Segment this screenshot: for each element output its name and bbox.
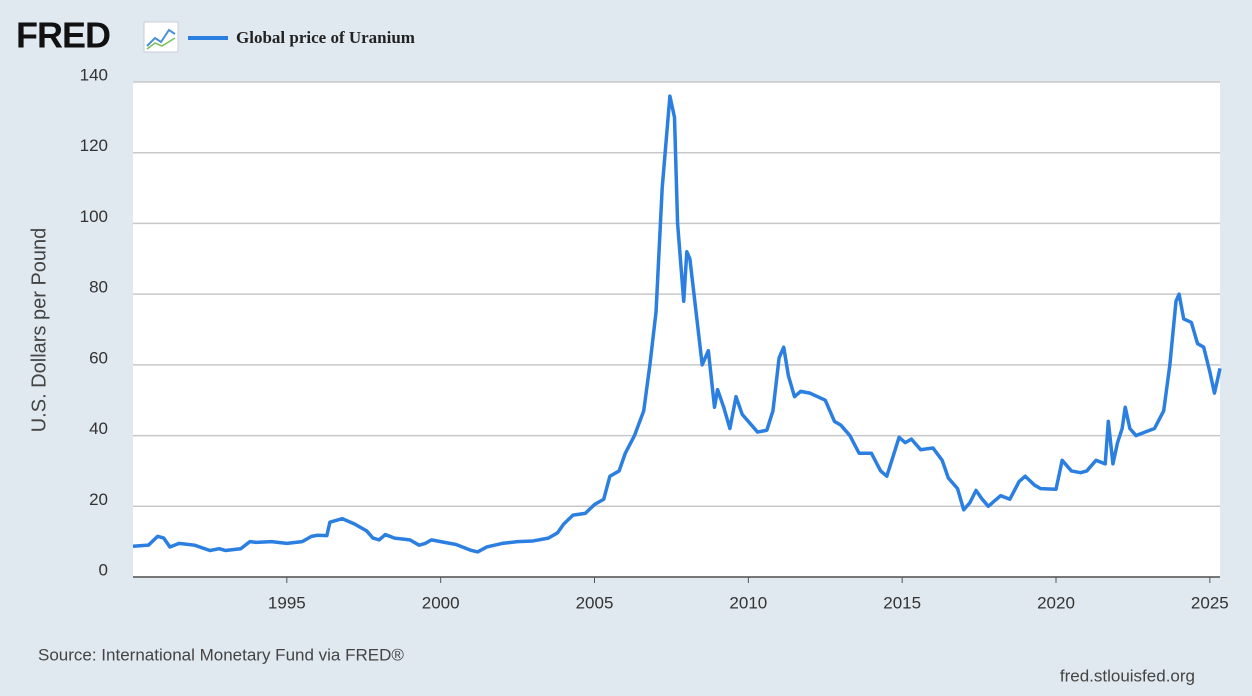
y-tick-label: 20 — [89, 490, 108, 509]
y-tick-label: 100 — [80, 207, 108, 226]
y-axis-label: U.S. Dollars per Pound — [28, 228, 50, 433]
x-tick-label: 2000 — [422, 593, 460, 612]
x-tick-label: 2015 — [883, 593, 921, 612]
legend-label: Global price of Uranium — [236, 28, 415, 47]
y-tick-label: 0 — [99, 560, 108, 579]
y-tick-label: 140 — [80, 65, 108, 84]
y-tick-label: 60 — [89, 348, 108, 367]
logo-icon — [143, 21, 179, 53]
x-tick-label: 2010 — [729, 593, 767, 612]
x-tick-label: 2025 — [1191, 593, 1229, 612]
credit: fred.stlouisfed.org — [1060, 666, 1195, 685]
y-tick-label: 40 — [89, 419, 108, 438]
series-line — [132, 94, 1222, 554]
x-tick-label: 2020 — [1037, 593, 1075, 612]
y-tick-label: 120 — [80, 136, 108, 155]
x-tick-label: 2005 — [576, 593, 614, 612]
x-tick-label: 1995 — [268, 593, 306, 612]
y-tick-label: 80 — [89, 278, 108, 297]
logo: FRED — [16, 15, 110, 56]
source: Source: International Monetary Fund via … — [38, 645, 404, 664]
